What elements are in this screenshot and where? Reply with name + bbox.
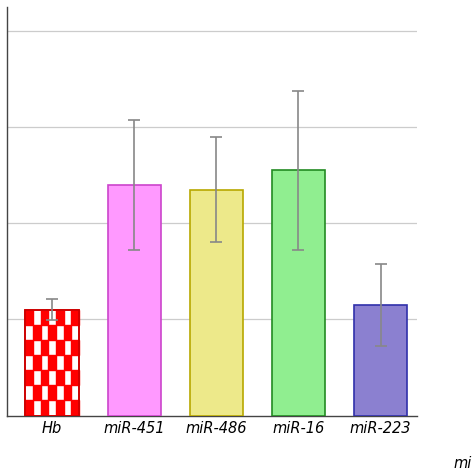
Bar (41, 310, 48, 325)
Bar (64, 325, 71, 340)
Bar (354, 305, 407, 416)
Bar (64, 355, 71, 370)
Bar (56, 370, 64, 385)
Bar (48, 355, 56, 370)
Bar (33, 385, 41, 401)
Bar (56, 310, 64, 325)
Bar (48, 385, 56, 401)
Bar (33, 325, 41, 340)
Bar (26, 310, 79, 416)
Bar (71, 310, 79, 325)
Bar (41, 370, 48, 385)
Bar (56, 401, 64, 416)
Bar (26, 310, 33, 325)
Bar (26, 340, 33, 355)
Bar (108, 185, 161, 416)
Bar (272, 170, 325, 416)
Bar (436, 219, 474, 416)
Bar (71, 370, 79, 385)
Bar (48, 325, 56, 340)
Bar (26, 401, 33, 416)
Bar (33, 355, 41, 370)
Bar (56, 340, 64, 355)
Bar (190, 190, 243, 416)
Bar (71, 401, 79, 416)
Bar (64, 385, 71, 401)
Bar (41, 340, 48, 355)
Bar (26, 310, 79, 416)
Bar (71, 340, 79, 355)
Bar (26, 370, 33, 385)
Text: mi: mi (454, 456, 472, 472)
Bar (41, 401, 48, 416)
